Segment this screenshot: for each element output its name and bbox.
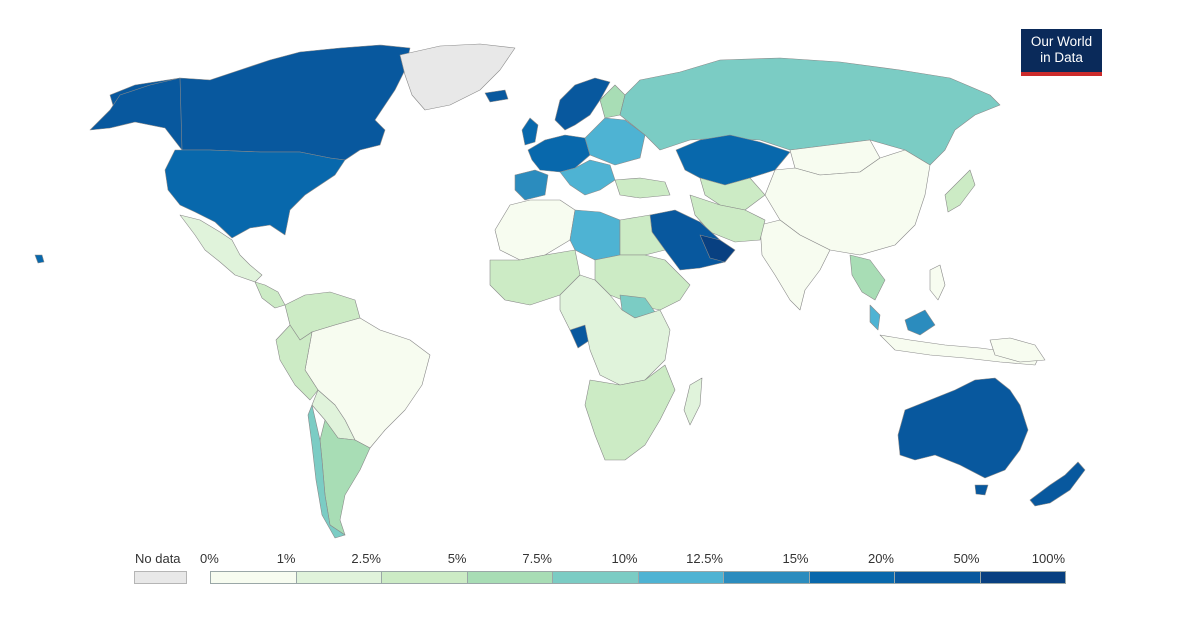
country-malaysia[interactable] [869, 304, 881, 331]
country-new-zealand[interactable] [1029, 461, 1086, 507]
legend-tick-label: 0% [200, 551, 219, 566]
legend-bin-9[interactable] [979, 571, 1066, 584]
country-turkey[interactable] [614, 177, 671, 199]
country-hawaii[interactable] [34, 254, 45, 264]
legend-bin-2[interactable] [381, 571, 468, 584]
country-mexico[interactable] [179, 214, 263, 283]
country-india[interactable] [759, 219, 831, 311]
country-japan[interactable] [944, 169, 976, 213]
legend-color-scale [210, 571, 1066, 584]
legend-bin-3[interactable] [466, 571, 553, 584]
legend-tick-label: 10% [611, 551, 638, 566]
country-papua-new-guinea[interactable] [989, 337, 1046, 363]
legend-tick-label: 15% [782, 551, 809, 566]
logo-line-1: Our World [1030, 34, 1093, 49]
country-uk[interactable] [521, 117, 539, 146]
legend-bin-7[interactable] [808, 571, 895, 584]
legend-bin-1[interactable] [295, 571, 382, 584]
country-peru[interactable] [275, 324, 319, 401]
country-alaska[interactable] [89, 77, 183, 151]
legend-tick-label: 12.5% [686, 551, 723, 566]
country-tasmania[interactable] [974, 484, 989, 496]
legend-bin-6[interactable] [723, 571, 810, 584]
country-southern-africa[interactable] [584, 364, 676, 461]
country-chile[interactable] [307, 404, 346, 539]
world-map [34, 43, 1086, 539]
country-philippines[interactable] [929, 264, 946, 301]
legend-tick-label: 50% [953, 551, 980, 566]
country-australia[interactable] [897, 377, 1029, 479]
legend-tick-label: 1% [276, 551, 296, 566]
legend-no-data-label: No data [135, 551, 181, 566]
country-france-germany[interactable] [527, 134, 591, 173]
our-world-in-data-logo[interactable]: Our World in Data [1021, 29, 1102, 76]
legend-tick-label: 20% [867, 551, 894, 566]
legend-tick-label: 7.5% [522, 551, 552, 566]
logo-line-2: in Data [1040, 50, 1083, 65]
legend-no-data-swatch [134, 571, 187, 584]
country-iceland[interactable] [484, 89, 509, 103]
country-north-africa-west[interactable] [494, 199, 576, 261]
country-greenland[interactable] [399, 43, 516, 111]
country-central-asia[interactable] [699, 177, 766, 211]
legend-bin-0[interactable] [210, 571, 297, 584]
country-libya[interactable] [569, 209, 621, 261]
country-southeast-asia[interactable] [849, 254, 886, 301]
country-eastern-europe[interactable] [584, 117, 646, 166]
country-oman-uae[interactable] [699, 234, 736, 263]
legend-tick-label: 100% [1031, 551, 1065, 566]
country-borneo[interactable] [904, 309, 936, 336]
legend-bin-5[interactable] [637, 571, 724, 584]
country-scandinavia[interactable] [554, 77, 611, 131]
legend-tick-label: 5% [447, 551, 467, 566]
country-central-america[interactable] [254, 281, 286, 309]
legend-bin-8[interactable] [894, 571, 981, 584]
legend-tick-label: 2.5% [351, 551, 381, 566]
country-usa[interactable] [164, 149, 346, 239]
legend-bin-4[interactable] [552, 571, 639, 584]
country-madagascar[interactable] [683, 377, 703, 426]
country-iberia[interactable] [514, 169, 549, 201]
